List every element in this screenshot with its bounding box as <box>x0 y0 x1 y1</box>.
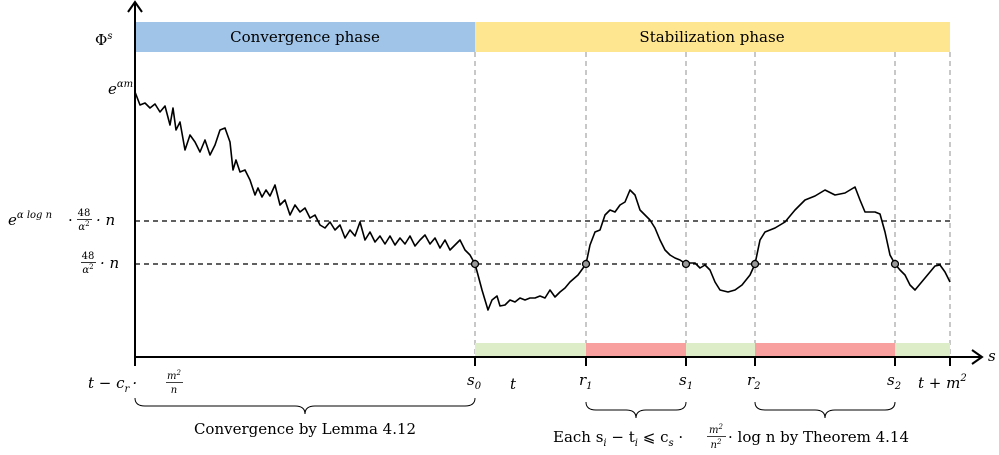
label-part: · log n by Theorem 4.14 <box>728 428 909 446</box>
label-part: m <box>167 371 176 382</box>
label-part: · <box>674 428 684 446</box>
label-part: s <box>679 371 687 389</box>
label-part: s <box>107 31 112 42</box>
bottom-bands <box>475 343 950 357</box>
label-part: t − c <box>88 374 125 392</box>
label-part: t <box>510 375 517 393</box>
label-part: m <box>709 425 718 436</box>
brace <box>585 401 687 419</box>
label-part: · <box>68 211 73 229</box>
label-part: i <box>603 438 606 449</box>
label-part: t + m <box>918 374 960 392</box>
label-part: 48 <box>82 251 95 262</box>
label-part: s <box>887 371 895 389</box>
label-part: Φ <box>95 31 107 49</box>
label-part: 1 <box>586 381 592 392</box>
label-part: n <box>171 385 177 396</box>
label-part: α <box>78 222 85 233</box>
svg-text:eα log n: eα log n <box>8 210 52 229</box>
label-part: Each s <box>553 428 603 446</box>
label-part: · n <box>96 211 115 229</box>
y-label: eαm <box>108 79 133 98</box>
annotation: Convergence by Lemma 4.12 <box>194 420 416 438</box>
annotation: Each si − ti ⩽ cs · m2 n2 · log n by The… <box>553 423 909 451</box>
y-label: eα log n · 48 α2 · n <box>8 208 115 233</box>
label-part: s <box>467 371 475 389</box>
x-label: r2 <box>747 371 761 392</box>
svg-text:n2: n2 <box>711 438 722 451</box>
label-part: 2 <box>716 438 722 446</box>
svg-text:α2: α2 <box>78 220 89 233</box>
label-part: 1 <box>687 381 693 392</box>
x-label: s2 <box>887 371 901 392</box>
label-part: 2 <box>176 369 182 377</box>
potential-curve <box>134 91 951 311</box>
label-part: · n <box>100 254 119 272</box>
svg-text:m2: m2 <box>167 369 181 382</box>
x-label: t − cr · m2 n <box>88 369 183 396</box>
svg-text:α2: α2 <box>82 263 93 276</box>
label-part: 2 <box>959 373 966 384</box>
label-part: 2 <box>85 220 89 228</box>
vertical-guides <box>474 52 951 357</box>
label-part: r <box>747 371 755 389</box>
x-label: t <box>510 375 517 393</box>
svg-text:t − cr·: t − cr · <box>88 374 137 395</box>
phase-label: Stabilization phase <box>639 28 784 46</box>
label-part: 2 <box>753 381 760 392</box>
axes <box>127 0 984 366</box>
label-part: 48 <box>78 208 91 219</box>
x-label: t + m2 <box>918 373 967 392</box>
label-part: e <box>108 80 117 98</box>
x-label: s0 <box>467 371 482 392</box>
label-part: α <box>82 265 89 276</box>
brace <box>754 401 896 419</box>
label-part: 2 <box>89 263 93 271</box>
stabilization-band <box>475 22 950 52</box>
x-label: r1 <box>579 371 593 392</box>
label-part: 2 <box>718 423 724 431</box>
brace <box>134 397 476 415</box>
label-part: · <box>132 374 137 392</box>
label-part: n <box>711 440 717 451</box>
label-part: i <box>635 438 638 449</box>
label-part: r <box>579 371 587 389</box>
label-part: r <box>125 384 131 395</box>
x-axis-label: s <box>988 347 996 365</box>
label-part: 0 <box>475 381 482 392</box>
svg-text:Each si − ti ⩽ cs ·: Each si − ti ⩽ cs · <box>553 428 683 449</box>
label-part: αm <box>117 79 133 90</box>
x-label: s1 <box>679 371 693 392</box>
y-label: Φs <box>95 31 112 49</box>
label-part: 2 <box>894 381 901 392</box>
label-part: s <box>668 438 673 449</box>
crossing-points <box>470 259 900 269</box>
label-part: − t <box>607 428 635 446</box>
label-part: α log n <box>17 210 52 221</box>
y-label: 48 α2 · n <box>81 251 119 276</box>
label-part: ⩽ c <box>638 428 669 446</box>
convergence-band <box>135 22 475 52</box>
svg-text:m2: m2 <box>709 423 723 436</box>
label-part: e <box>8 211 17 229</box>
phase-label: Convergence phase <box>230 28 380 46</box>
